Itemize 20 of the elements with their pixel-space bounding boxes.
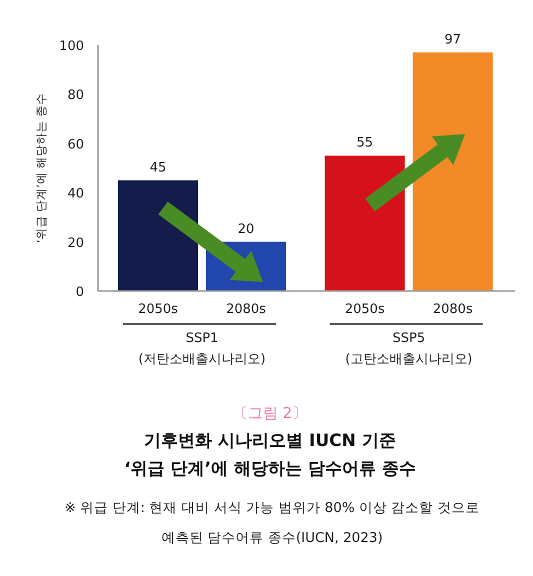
y-axis-title: ‘위급 단계’에 해당하는 종수	[34, 92, 48, 244]
text: 〔그림 2〕	[232, 404, 308, 422]
y-tick-label: 60	[67, 137, 84, 152]
text: ※ 위급 단계: 현재 대비 서식 가능 범위가 80% 이상 감소할 것으로 예측된 담수어류 종수(IUCN, 2023)	[64, 500, 480, 546]
x-tick-label: 2050s	[344, 302, 385, 317]
y-tick-label: 80	[67, 88, 84, 104]
data-label: 97	[444, 32, 462, 48]
x-tick-label: 2050s	[138, 302, 178, 317]
data-label: 20	[238, 222, 254, 237]
text: 기후변화 시나리오별 IUCN 기준 ‘위급 단계’에 해당하는 담수어류 종수	[124, 431, 416, 479]
data-label: 55	[356, 136, 374, 151]
x-tick-label: 2080s	[226, 302, 266, 317]
data-label: 45	[150, 160, 166, 176]
y-tick-label: 0	[76, 285, 84, 300]
y-tick-label: 20	[67, 236, 84, 251]
text: SSP5 (고탄소배출시나리오)	[345, 331, 472, 367]
text: SSP1 (저탄소배출시나리오)	[138, 331, 266, 367]
y-tick-label: 40	[67, 186, 84, 202]
x-tick-label: 2080s	[432, 302, 473, 317]
y-tick-label: 100	[59, 39, 84, 54]
